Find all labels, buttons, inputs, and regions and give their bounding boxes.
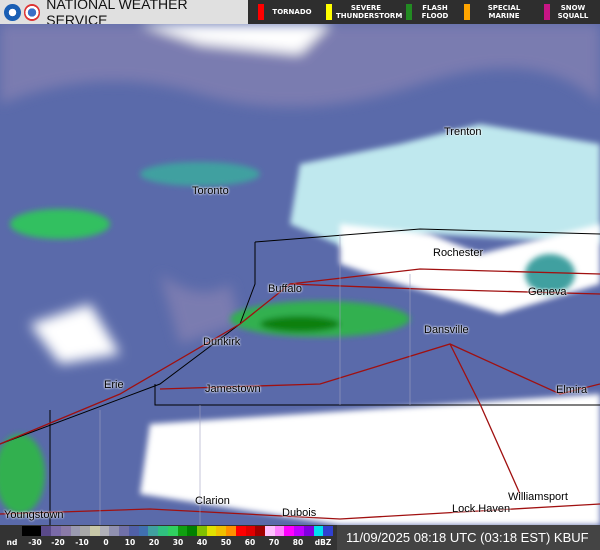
color-step [303,526,314,536]
color-step [119,526,129,536]
warning-swatch [464,4,470,20]
color-scale [22,526,333,536]
color-step [206,526,217,536]
color-step [177,526,188,536]
highways [0,268,600,520]
nws-branding: NATIONAL WEATHER SERVICE [0,0,248,28]
city-label: Williamsport [508,491,568,503]
city-label: Toronto [192,185,229,197]
color-step [284,526,295,536]
color-step [255,526,265,536]
warning-label: SEVERE THUNDERSTORM [336,4,403,20]
legend-tick: nd [6,538,18,547]
clear-area [140,394,600,525]
warning-swatch [258,4,264,20]
city-label: Erie [104,379,124,391]
warning-swatch [544,4,550,20]
color-step [245,526,256,536]
color-step [158,526,168,536]
legend-tick: 40 [196,538,208,547]
color-step [80,526,91,536]
radar-echoes-light [0,24,600,364]
city-label: Trenton [444,126,482,138]
header: NATIONAL WEATHER SERVICE TORNADO SEVERE T… [0,0,600,28]
radar-echoes-green [0,162,575,514]
color-step [294,526,304,536]
warning-label: FLASH FLOOD [421,4,449,20]
radar-map[interactable] [0,24,600,525]
timestamp: 11/09/2025 08:18 UTC (03:18 EST) [346,530,551,545]
color-step [167,526,178,536]
legend-tick: 60 [244,538,256,547]
color-step [226,526,236,536]
city-label: Jamestown [205,383,261,395]
warning-legend: TORNADO SEVERE THUNDERSTORM FLASH FLOOD SPE… [248,0,600,24]
station-id: KBUF [553,530,589,545]
color-step [148,526,159,536]
color-step [22,526,32,536]
city-label: Buffalo [268,283,303,295]
color-step [109,526,120,536]
color-step [196,526,207,536]
legend-tick: -20 [51,538,65,547]
warning-flash-flood: FLASH FLOOD [406,4,454,20]
city-label: Rochester [433,247,484,259]
color-step [187,526,197,536]
county-lines [99,234,411,525]
color-step [41,526,52,536]
legend-tick: 0 [103,538,109,547]
city-label: Lock Haven [452,503,511,515]
legend-tick: -30 [28,538,42,547]
color-step [138,526,149,536]
warning-special-marine: SPECIAL MARINE [464,4,534,20]
color-step [235,526,246,536]
legend-tick: 80 [292,538,304,547]
noaa-logo [4,3,21,21]
warning-label: SPECIAL MARINE [487,4,521,20]
color-step [216,526,227,536]
city-label: Dansville [424,324,469,336]
warning-snow-squall: SNOW SQUALL [544,4,592,20]
warning-tornado: TORNADO [258,4,316,20]
color-step [60,526,71,536]
reflectivity-legend: nd -30 -20 -10 0 10 20 30 40 50 60 70 80 dBZ [0,525,337,550]
warning-label: SNOW SQUALL [557,4,589,20]
city-label: Geneva [528,286,567,298]
color-step [51,526,61,536]
color-step [264,526,275,536]
warning-severe-thunderstorm: SEVERE THUNDERSTORM [326,4,403,20]
legend-tick: 30 [172,538,184,547]
color-step [274,526,285,536]
warning-swatch [406,4,412,20]
color-step [313,526,324,536]
warning-label: TORNADO [272,8,312,16]
city-label: Youngstown [4,509,64,521]
color-step [70,526,81,536]
nws-logo [23,3,41,21]
legend-tick: 70 [268,538,280,547]
city-label: Elmira [556,384,588,396]
warning-swatch [326,4,332,20]
color-step [31,526,42,536]
city-label: Clarion [195,495,230,507]
legend-tick: dBZ [314,538,332,547]
timestamp-bar: 11/09/2025 08:18 UTC (03:18 EST) KBUF [337,525,600,550]
legend-tick: 20 [148,538,160,547]
color-step [323,526,333,536]
legend-tick: 50 [220,538,232,547]
city-label: Dunkirk [203,336,241,348]
legend-tick: -10 [75,538,89,547]
city-label: Dubois [282,507,317,519]
color-step [99,526,110,536]
lake-ontario-clear [290,124,600,254]
color-step [90,526,100,536]
color-step [128,526,139,536]
legend-tick: 10 [124,538,136,547]
